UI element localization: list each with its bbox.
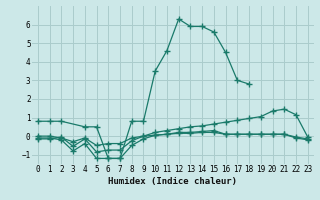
X-axis label: Humidex (Indice chaleur): Humidex (Indice chaleur) bbox=[108, 177, 237, 186]
